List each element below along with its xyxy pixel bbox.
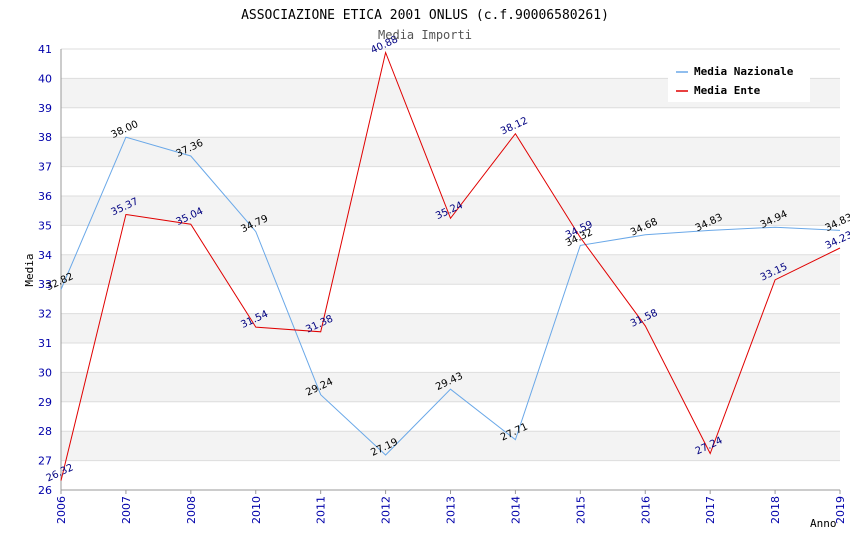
series-line-0 [60, 136, 841, 456]
y-tick-40: 40 [38, 72, 52, 85]
y-tick-labels: 26 27 28 29 30 31 32 33 34 35 36 37 38 39 40 41 [38, 43, 52, 497]
y-tick-36: 36 [38, 190, 52, 203]
data-label-s1-2014: 38.12 [499, 115, 530, 137]
x-tick-2012: 2012 [380, 496, 393, 524]
x-tick-2015: 2015 [574, 496, 587, 524]
series-lines [60, 50, 841, 481]
data-label-s0-2006: 32.82 [45, 271, 76, 293]
x-tick-2016: 2016 [639, 496, 652, 524]
band-37 [61, 137, 840, 167]
x-tick-2007: 2007 [120, 496, 133, 524]
x-tick-2011: 2011 [315, 496, 328, 524]
y-tick-31: 31 [38, 337, 52, 350]
y-tick-39: 39 [38, 102, 52, 115]
y-tick-26: 26 [38, 484, 52, 497]
x-tick-2013: 2013 [445, 496, 458, 524]
y-tick-32: 32 [38, 308, 52, 321]
x-tick-labels: 2006 2007 2008 2010 2011 2012 2013 2014 2015 2016… [55, 496, 847, 524]
y-tick-27: 27 [38, 455, 52, 468]
band-31 [61, 313, 840, 343]
legend-label-nazionale: Media Nazionale [694, 65, 794, 78]
y-tick-37: 37 [38, 161, 52, 174]
x-tick-2014: 2014 [509, 496, 522, 524]
x-tick-2019: 2019 [834, 496, 847, 524]
y-tick-29: 29 [38, 396, 52, 409]
y-tick-28: 28 [38, 425, 52, 438]
x-axis-label: Anno [810, 517, 837, 530]
x-tick-2006: 2006 [55, 496, 68, 524]
band-33 [61, 254, 840, 285]
band-35 [61, 196, 840, 226]
axes [60, 49, 841, 494]
x-tick-2010: 2010 [250, 496, 263, 524]
legend: Media Nazionale Media Ente [668, 58, 810, 102]
y-tick-34: 34 [38, 249, 52, 262]
y-tick-41: 41 [38, 43, 52, 56]
y-tick-33: 33 [38, 278, 52, 291]
background-bands [61, 78, 840, 461]
y-tick-35: 35 [38, 219, 52, 232]
series-line-1 [60, 50, 841, 481]
y-tick-38: 38 [38, 131, 52, 144]
x-tick-2018: 2018 [769, 496, 782, 524]
chart-title: ASSOCIAZIONE ETICA 2001 ONLUS (c.f.90006… [241, 8, 609, 23]
legend-box [668, 58, 810, 102]
band-27 [61, 431, 840, 461]
x-tick-2008: 2008 [185, 496, 198, 524]
y-tick-30: 30 [38, 366, 52, 379]
legend-label-ente: Media Ente [694, 84, 761, 97]
x-tick-2017: 2017 [704, 496, 717, 524]
y-axis-label: Media [23, 253, 36, 286]
band-29 [61, 372, 840, 402]
chart-subtitle: Media Importi [378, 28, 472, 42]
